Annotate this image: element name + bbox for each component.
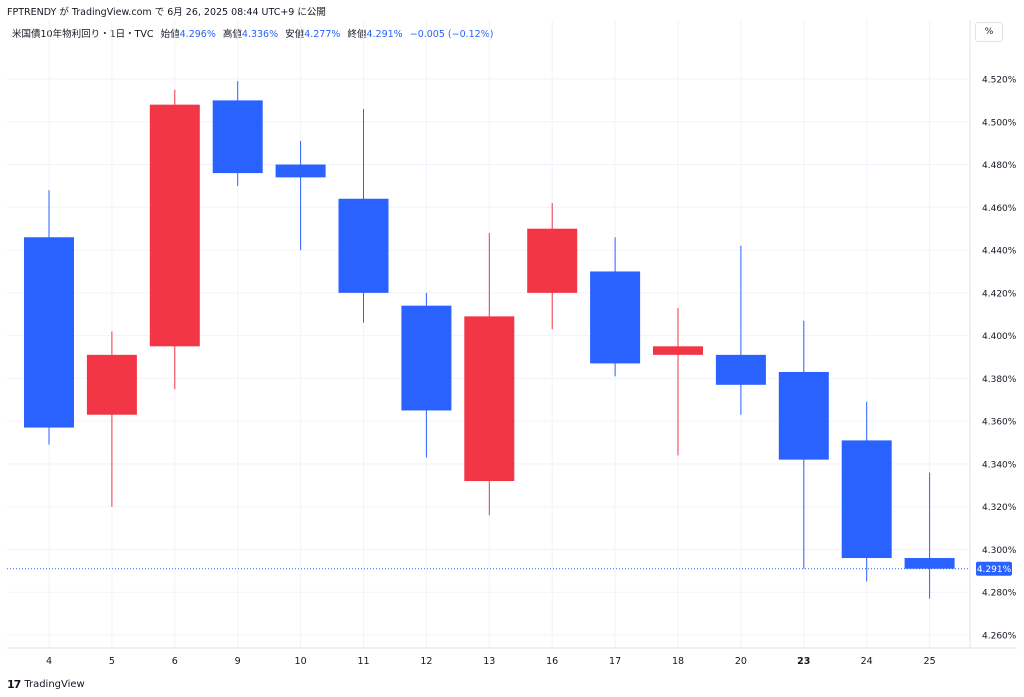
footer-brand[interactable]: 17 TradingView [7,678,85,691]
y-tick-label: 4.320% [982,503,1017,513]
y-axis[interactable]: 4.520% 4.500% 4.480% 4.460% 4.440% 4.420% 4.40… [982,76,1017,642]
candles-group [24,81,955,599]
x-tick-label: 23 [797,656,810,667]
candle-body[interactable] [275,164,326,178]
x-tick-label: 18 [672,656,684,667]
y-tick-label: 4.520% [982,76,1017,86]
x-axis[interactable]: 4 5 6 9 10 11 12 13 16 17 18 20 23 24 25 [46,656,936,667]
price-line-group: 4.291% [7,561,1012,576]
x-tick-label: 6 [172,656,178,667]
x-tick-label: 25 [924,656,936,667]
y-tick-label: 4.500% [982,118,1017,128]
y-tick-label: 4.340% [982,460,1017,470]
symbol-name: 米国債10年物利回り・1日・TVC [12,29,154,40]
y-tick-label: 4.360% [982,418,1017,428]
y-tick-label: 4.420% [982,289,1017,299]
x-tick-label: 10 [295,656,307,667]
close-value: 4.291% [366,29,403,40]
high-value: 4.336% [241,29,279,40]
y-tick-label: 4.460% [982,204,1017,214]
candle-body[interactable] [149,104,200,347]
x-tick-label: 5 [109,656,115,667]
x-tick-label: 9 [235,656,241,667]
attribution-text: FPTRENDY が TradingView.com で 6月 26, 2025… [7,7,326,18]
candle-body[interactable] [464,316,515,482]
y-tick-label: 4.380% [982,375,1017,385]
x-tick-label: 13 [483,656,495,667]
change-value: −0.005 (−0.12%) [409,29,494,40]
x-tick-label: 11 [357,656,369,667]
x-tick-label: 20 [735,656,747,667]
candle-body[interactable] [24,237,74,428]
percent-scale-button[interactable]: % [975,22,1003,42]
open-value: 4.296% [179,29,216,40]
x-tick-label: 17 [609,656,621,667]
x-tick-label: 16 [546,656,558,667]
candle-body[interactable] [715,354,766,385]
symbol-legend: 米国債10年物利回り・1日・TVC 始値4.296% 高値4.336% 安値4.… [12,26,493,40]
y-tick-label: 4.480% [982,161,1017,171]
open-label: 始値 [160,29,180,40]
candle-body[interactable] [904,558,955,569]
tradingview-brand: TradingView [24,679,85,690]
candle-body[interactable] [778,371,829,460]
candle-body[interactable] [527,228,578,293]
low-label: 安値 [285,29,305,40]
tradingview-logo-icon: 17 [7,678,21,691]
x-tick-label: 24 [861,656,873,667]
current-price-label: 4.291% [977,565,1012,575]
candle-body[interactable] [86,354,137,415]
candle-body[interactable] [590,271,641,364]
y-tick-label: 4.400% [982,332,1017,342]
y-tick-label: 4.440% [982,247,1017,257]
candle-body[interactable] [841,440,892,559]
low-value: 4.277% [304,29,341,40]
candle-body[interactable] [212,100,263,174]
close-label: 終値 [347,29,367,40]
candle-body[interactable] [401,305,452,411]
y-tick-label: 4.300% [982,546,1017,556]
high-label: 高値 [222,29,242,40]
candle-body[interactable] [653,346,703,355]
candle-body[interactable] [338,198,389,293]
y-tick-label: 4.260% [982,632,1017,642]
y-tick-label: 4.280% [982,589,1017,599]
x-tick-label: 4 [46,656,52,667]
x-tick-label: 12 [420,656,432,667]
current-price-badge [976,561,1012,576]
